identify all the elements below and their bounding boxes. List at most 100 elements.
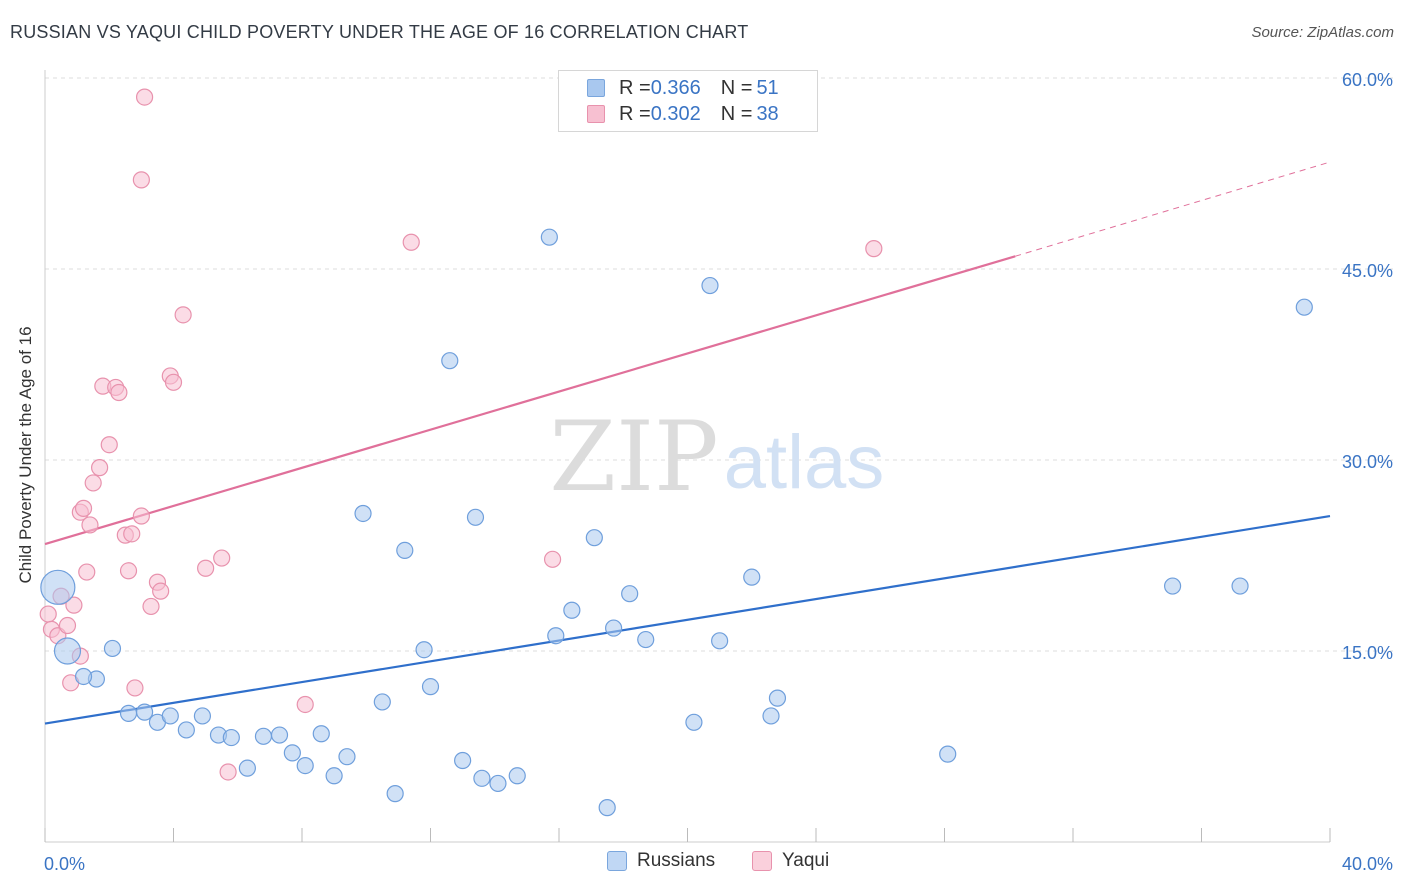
legend-r-label: R =	[619, 76, 651, 99]
point-russians	[283, 744, 301, 762]
point-russians	[1231, 577, 1249, 595]
source-label: Source: ZipAtlas.com	[1251, 24, 1394, 41]
legend-n-value: 51	[756, 76, 779, 99]
legend-n-value: 38	[756, 102, 779, 125]
bottom-legend-russians: Russians	[607, 850, 715, 872]
point-yaqui	[213, 549, 231, 567]
y-tick-label: 60.0%	[1342, 70, 1393, 90]
point-yaqui	[39, 605, 57, 623]
point-yaqui	[197, 559, 215, 577]
trend-extension-yaqui	[1015, 161, 1331, 257]
point-yaqui	[865, 240, 883, 258]
point-russians	[119, 704, 138, 722]
tick-labels: 15.0% 30.0% 45.0% 60.0% 0.0% 40.0%	[44, 70, 1393, 874]
y-tick-label: 45.0%	[1342, 261, 1393, 281]
point-russians	[396, 541, 414, 560]
point-russians	[762, 707, 780, 725]
point-russians	[270, 726, 289, 744]
bottom-legend-yaqui: Yaqui	[752, 850, 829, 872]
point-yaqui	[78, 563, 96, 581]
y-tick-label: 30.0%	[1342, 452, 1393, 472]
axes	[44, 70, 1331, 843]
point-yaqui	[65, 596, 83, 614]
legend-r-value: 0.366	[650, 76, 701, 99]
point-russians	[373, 693, 391, 711]
legend-n-label: N =	[720, 76, 753, 99]
point-russians	[563, 601, 581, 619]
x-tick-label: 40.0%	[1342, 854, 1393, 874]
legend-n-label: N =	[720, 102, 753, 125]
data-points	[39, 88, 1313, 817]
point-russians	[74, 667, 93, 686]
bottom-legend-swatch-russians	[607, 851, 627, 871]
point-russians	[489, 774, 507, 793]
point-yaqui	[58, 616, 77, 635]
point-russians	[415, 641, 433, 659]
legend-row-yaqui: R = 0.302 N = 38	[587, 101, 779, 127]
point-russians	[768, 689, 787, 707]
legend: R = 0.366 N = 51 R = 0.302 N = 38	[558, 70, 818, 132]
y-axis-label: Child Poverty Under the Age of 16	[16, 326, 35, 584]
point-russians	[40, 569, 76, 605]
point-russians	[508, 767, 526, 785]
point-yaqui	[219, 763, 237, 781]
legend-r-value: 0.302	[650, 102, 701, 125]
point-yaqui	[91, 459, 109, 477]
point-russians	[193, 707, 212, 725]
point-yaqui	[152, 582, 170, 600]
point-yaqui	[543, 550, 562, 568]
point-russians	[354, 504, 372, 523]
legend-r-label: R =	[619, 102, 651, 125]
point-yaqui	[110, 383, 128, 402]
point-yaqui	[164, 373, 183, 391]
point-russians	[473, 769, 491, 787]
point-russians	[454, 751, 472, 770]
point-russians	[637, 630, 655, 649]
point-russians	[325, 767, 343, 785]
point-russians	[254, 727, 273, 745]
gridlines	[45, 77, 1393, 652]
legend-row-russians: R = 0.366 N = 51	[587, 75, 779, 101]
point-yaqui	[81, 516, 99, 534]
point-russians	[1295, 298, 1313, 316]
bottom-legend-label-yaqui: Yaqui	[782, 850, 830, 871]
point-yaqui	[296, 695, 314, 714]
point-russians	[585, 529, 603, 547]
chart-title: RUSSIAN VS YAQUI CHILD POVERTY UNDER THE…	[10, 22, 749, 42]
point-yaqui	[132, 507, 150, 525]
point-russians	[621, 585, 639, 603]
point-russians	[939, 745, 957, 763]
point-russians	[547, 627, 565, 645]
point-russians	[421, 678, 440, 696]
bottom-legend: Russians Yaqui	[0, 850, 1406, 878]
point-yaqui	[119, 562, 138, 580]
point-yaqui	[123, 525, 141, 543]
point-russians	[53, 637, 82, 665]
legend-swatch-yaqui	[587, 105, 605, 123]
bottom-legend-swatch-yaqui	[752, 851, 772, 871]
point-russians	[743, 568, 761, 586]
bottom-legend-label-russians: Russians	[637, 850, 716, 871]
point-russians	[177, 721, 195, 739]
point-russians	[222, 728, 240, 747]
point-russians	[135, 703, 154, 721]
watermark: ZIP atlas	[549, 401, 884, 513]
watermark-zip: ZIP	[549, 401, 718, 513]
point-russians	[441, 352, 459, 370]
point-russians	[605, 619, 623, 637]
point-russians	[711, 632, 729, 650]
point-yaqui	[132, 171, 150, 189]
point-russians	[161, 707, 179, 725]
y-tick-label: 15.0%	[1342, 643, 1393, 663]
point-russians	[296, 756, 314, 775]
watermark-atlas: atlas	[724, 420, 885, 505]
point-russians	[238, 759, 256, 777]
point-russians	[598, 799, 616, 817]
point-russians	[103, 639, 122, 658]
point-yaqui	[84, 474, 102, 492]
point-russians	[685, 713, 703, 731]
x-tick-label: 0.0%	[44, 854, 85, 874]
point-russians	[1163, 577, 1182, 595]
point-yaqui	[126, 679, 144, 697]
